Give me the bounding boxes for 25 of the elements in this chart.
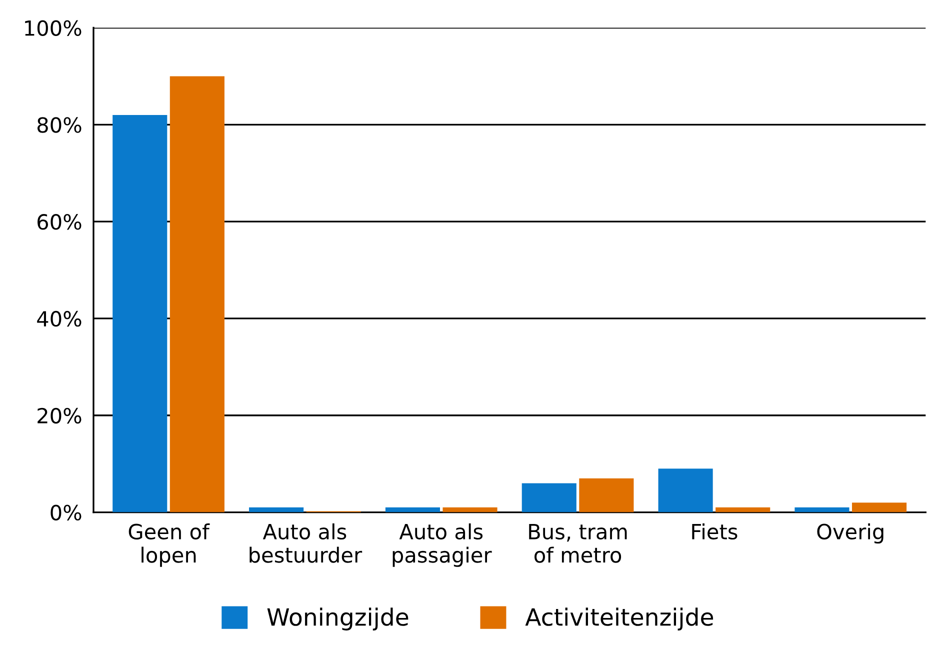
- bar: [170, 76, 224, 512]
- bar: [249, 507, 304, 512]
- x-tick-label: Auto als bestuurder: [250, 523, 362, 563]
- y-tick-label: 40%: [37, 310, 82, 327]
- y-tick-label: 20%: [38, 408, 82, 424]
- bar: [794, 507, 850, 512]
- bar: [852, 502, 907, 512]
- legend-label: Activiteitenzijde: [525, 608, 714, 630]
- legend-label: Woningzijde: [267, 608, 408, 630]
- bar: [522, 483, 576, 512]
- y-tick-label: 60%: [38, 214, 82, 230]
- y-tick-label: 0%: [50, 504, 82, 520]
- x-tick-label: Geen of lopen: [128, 523, 210, 567]
- bar: [716, 507, 770, 512]
- y-tick-label: 80%: [37, 117, 82, 133]
- bar: [385, 507, 440, 512]
- bar: [442, 507, 498, 512]
- x-tick-label: Auto als passagier: [392, 523, 492, 567]
- y-tick-label: 100%: [25, 20, 82, 36]
- bar: [579, 478, 634, 512]
- bar: [112, 114, 168, 512]
- bar: [658, 468, 713, 512]
- x-tick-label: Bus, tram of metro: [529, 524, 627, 563]
- x-tick-label: Overig: [817, 523, 884, 544]
- x-tick-label: Fiets: [692, 523, 738, 540]
